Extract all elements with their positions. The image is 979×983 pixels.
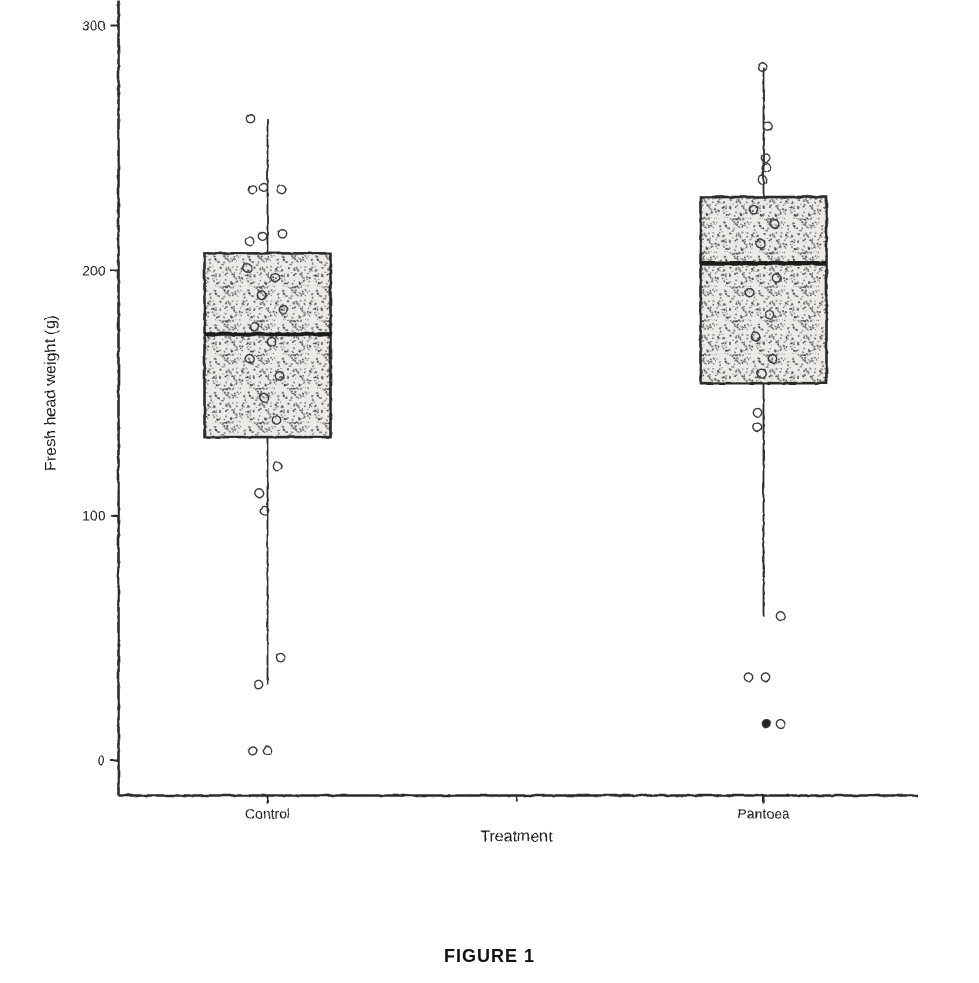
boxplot-figure: 0 100 200 300 Control Pantoea Fresh head weigh… bbox=[42, 0, 917, 845]
jitter-point bbox=[277, 228, 287, 239]
jitter-point bbox=[756, 367, 766, 378]
jitter-point bbox=[760, 671, 770, 682]
jitter-point bbox=[249, 321, 259, 332]
x-tick-label: Pantoea bbox=[737, 805, 789, 821]
jitter-point bbox=[762, 120, 772, 131]
jitter-point bbox=[270, 272, 280, 283]
jitter-point bbox=[761, 162, 771, 173]
y-tick-label: 200 bbox=[82, 262, 106, 278]
jitter-point bbox=[750, 331, 760, 342]
jitter-point bbox=[247, 745, 257, 756]
jitter-point bbox=[757, 174, 767, 185]
jitter-point bbox=[244, 235, 254, 246]
boxplot-svg: 0 100 200 300 Control Pantoea Fresh head weigh… bbox=[42, 0, 917, 845]
jitter-point bbox=[259, 392, 269, 403]
jitter-point bbox=[266, 336, 276, 346]
x-axis-title: Treatment bbox=[480, 828, 553, 845]
jitter-point bbox=[752, 421, 762, 432]
box-pantoea bbox=[698, 195, 828, 384]
y-axis-title: Fresh head weight (g) bbox=[42, 315, 59, 471]
jitter-point bbox=[244, 353, 254, 364]
jitter-point bbox=[256, 289, 266, 300]
jitter-point bbox=[258, 181, 268, 192]
jitter-point bbox=[276, 184, 286, 195]
jitter-point bbox=[257, 230, 267, 241]
jitter-point bbox=[769, 218, 779, 229]
jitter-point bbox=[767, 353, 777, 364]
jitter-point bbox=[272, 461, 282, 471]
jitter-point bbox=[761, 718, 771, 729]
jitter-point bbox=[757, 61, 767, 72]
jitter-point bbox=[771, 272, 781, 283]
jitter-point bbox=[755, 238, 765, 248]
jitter-point bbox=[271, 414, 281, 425]
y-tick-label: 300 bbox=[82, 17, 106, 33]
jitter-point bbox=[254, 488, 264, 498]
jitter-point bbox=[253, 679, 263, 689]
jitter-point bbox=[274, 370, 284, 381]
jitter-point bbox=[748, 203, 758, 214]
jitter-point bbox=[259, 505, 269, 515]
jitter-point bbox=[775, 610, 785, 621]
jitter-point bbox=[752, 407, 762, 417]
y-tick-label: 100 bbox=[82, 507, 106, 523]
jitter-point bbox=[760, 152, 770, 163]
jitter-point bbox=[242, 262, 252, 273]
jitter-point bbox=[278, 304, 288, 315]
y-tick-label: 0 bbox=[97, 752, 105, 768]
jitter-point bbox=[262, 745, 272, 756]
jitter-point bbox=[744, 287, 754, 297]
x-tick-label: Control bbox=[244, 805, 289, 821]
figure-caption: FIGURE 1 bbox=[443, 946, 535, 966]
jitter-point bbox=[275, 652, 285, 662]
box-control bbox=[202, 251, 332, 438]
jitter-point bbox=[775, 718, 785, 729]
jitter-point bbox=[245, 113, 255, 124]
jitter-point bbox=[247, 184, 257, 195]
jitter-point bbox=[764, 309, 774, 319]
jitter-point bbox=[743, 671, 753, 682]
